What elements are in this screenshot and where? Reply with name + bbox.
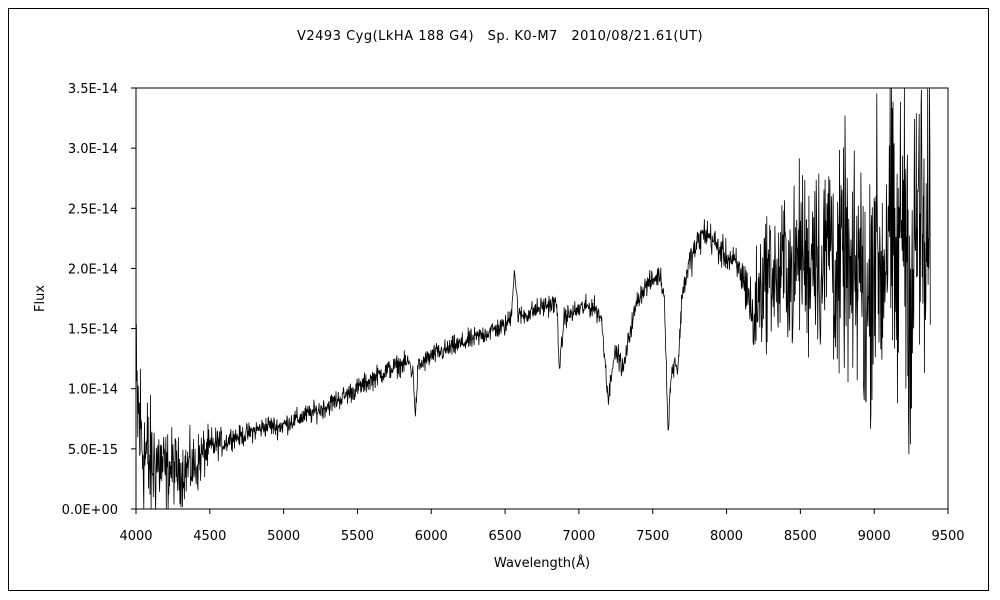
x-axis-label: Wavelength(Å) [494,555,590,571]
x-tick-label: 5500 [341,529,374,544]
x-tick-label: 8000 [710,529,743,544]
x-tick-label: 7500 [636,529,669,544]
y-tick-label: 0.0E+00 [62,503,118,518]
x-tick-label: 7000 [562,529,595,544]
spectrum-line [135,87,931,510]
y-tick-label: 1.0E-14 [68,383,118,398]
x-axis: 4000 4500 5000 5500 6000 6500 7000 7500 8000 8500… [119,509,965,544]
y-axis-label: Flux [33,285,48,312]
y-tick-label: 1.5E-14 [68,323,118,338]
x-tick-label: 6000 [415,529,448,544]
x-tick-label: 8500 [784,529,817,544]
x-tick-label: 5000 [267,529,300,544]
chart-title: V2493 Cyg(LkHA 188 G4) Sp. K0-M7 2010/08… [297,29,703,44]
y-tick-label: 3.5E-14 [68,82,118,97]
plot-area [135,87,949,510]
y-tick-label: 2.5E-14 [68,202,118,217]
y-axis: 0.0E+00 5.0E-15 1.0E-14 1.5E-14 2.0E-14 2.5E-… [62,82,136,518]
x-tick-label: 4500 [193,529,226,544]
y-tick-label: 2.0E-14 [68,262,118,277]
y-tick-label: 5.0E-15 [68,443,118,458]
x-tick-label: 6500 [489,529,522,544]
x-tick-label: 4000 [119,529,152,544]
y-tick-label: 3.0E-14 [68,142,118,157]
x-tick-label: 9500 [931,529,964,544]
x-tick-label: 9000 [858,529,891,544]
